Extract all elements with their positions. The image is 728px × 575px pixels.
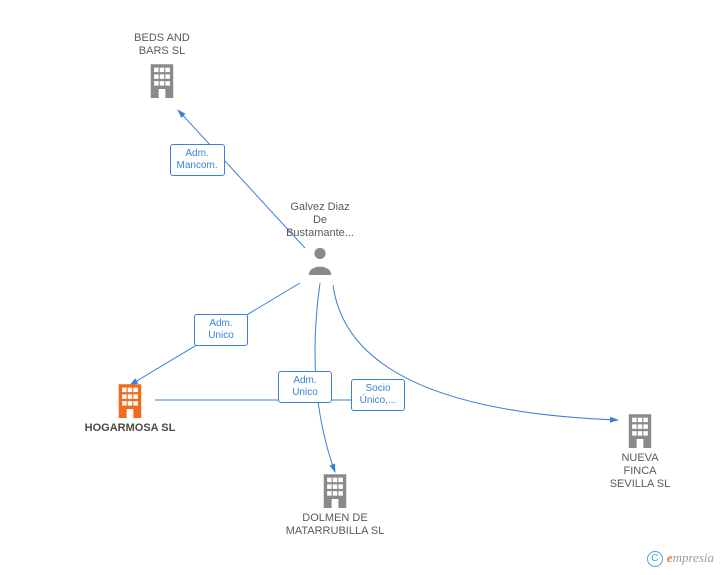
edge-label-0: Adm.Mancom. — [170, 144, 225, 176]
node-label: DOLMEN DEMATARRUBILLA SL — [275, 512, 395, 538]
brand-rest: mpresia — [673, 550, 714, 565]
node-label: NUEVAFINCASEVILLA SL — [580, 452, 700, 492]
edge-label-3: SocioÚnico,... — [351, 379, 405, 411]
node-label: HOGARMOSA SL — [70, 422, 190, 435]
edge-label-2: Adm.Unico — [278, 371, 332, 403]
node-label: BEDS ANDBARS SL — [102, 32, 222, 58]
watermark: Cempresia — [647, 550, 714, 567]
edge-label-1: Adm.Unico — [194, 314, 248, 346]
node-dolmen: DOLMEN DEMATARRUBILLA SL — [275, 472, 395, 538]
copyright-icon: C — [647, 551, 663, 567]
building-icon — [70, 382, 190, 418]
node-nueva: NUEVAFINCASEVILLA SL — [580, 412, 700, 492]
person-icon — [260, 245, 380, 275]
node-beds: BEDS ANDBARS SL — [102, 32, 222, 98]
building-icon — [275, 472, 395, 508]
node-label: Galvez DiazDeBustamante... — [260, 201, 380, 241]
node-hogarmosa: HOGARMOSA SL — [70, 382, 190, 435]
building-icon — [580, 412, 700, 448]
building-icon — [102, 62, 222, 98]
node-galvez: Galvez DiazDeBustamante... — [260, 201, 380, 275]
